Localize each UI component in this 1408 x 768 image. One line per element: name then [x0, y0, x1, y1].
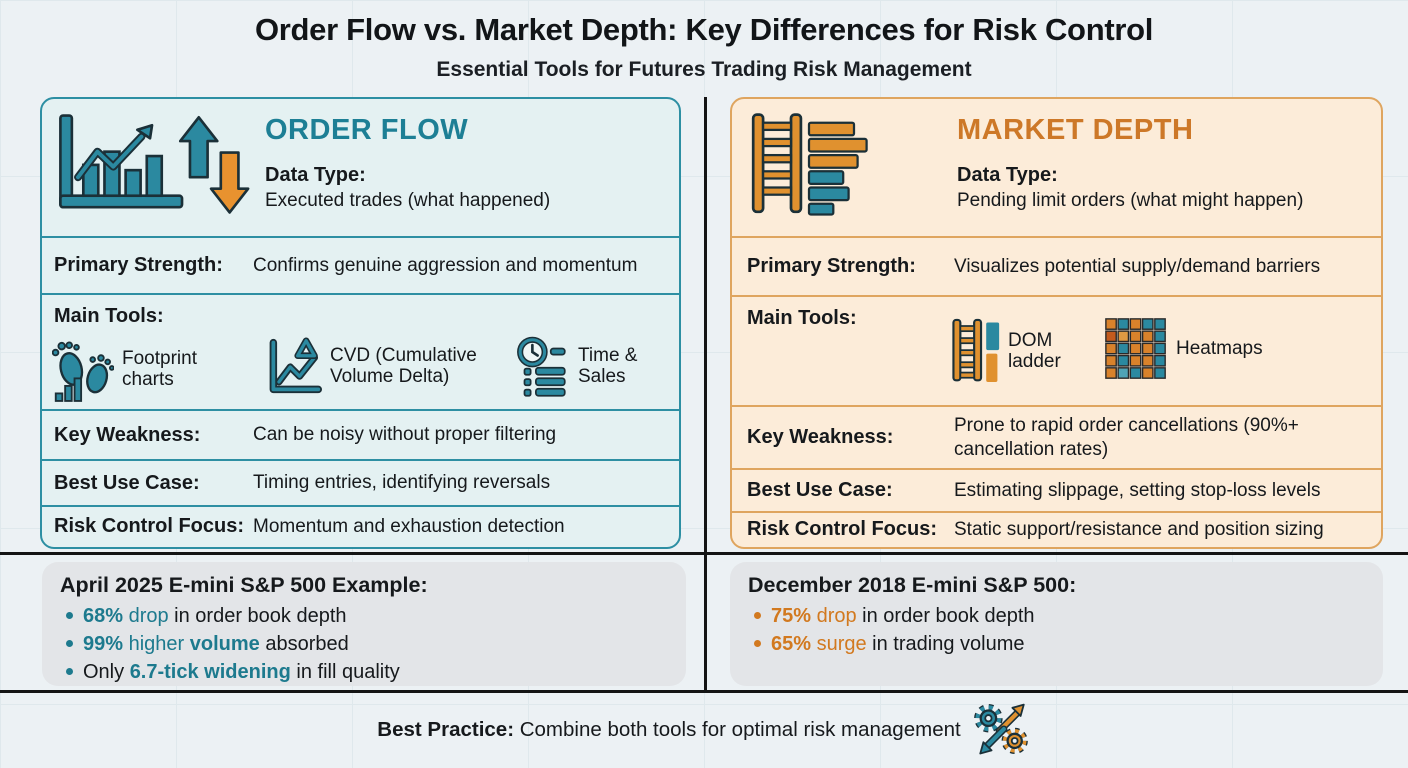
primary-strength-row: Primary Strength: Confirms genuine aggre… [42, 236, 679, 293]
market-depth-header-text: MARKET DEPTH Data Type: Pending limit or… [957, 114, 1303, 212]
horizontal-divider-top [0, 552, 1408, 555]
best-use-case-value: Estimating slippage, setting stop-loss l… [954, 479, 1321, 501]
tool-name: CVD (Cumulative Volume Delta) [330, 344, 477, 387]
best-practice-label: Best Practice: [377, 718, 515, 741]
primary-strength-label: Primary Strength: [747, 255, 916, 277]
page-title: Order Flow vs. Market Depth: Key Differe… [254, 12, 1154, 47]
example-title: April 2025 E-mini S&P 500 Example: [60, 573, 428, 597]
primary-strength-value: Visualizes potential supply/demand barri… [954, 255, 1321, 277]
risk-control-focus-value: Static support/resistance and position s… [954, 518, 1324, 540]
risk-control-focus-label: Risk Control Focus: [54, 515, 245, 537]
example-bullet: Only 6.7-tick widening in fill quality [60, 658, 668, 686]
dom-ladder-icon [952, 318, 1000, 383]
tool-heatmaps: Heatmaps [1104, 317, 1271, 381]
market-depth-header-row: MARKET DEPTH Data Type: Pending limit or… [732, 99, 1381, 236]
main-tools-label: Main Tools: [54, 305, 164, 327]
example-bullet: 99% higher volume absorbed [60, 630, 668, 658]
risk-control-focus-label: Risk Control Focus: [747, 518, 938, 540]
primary-strength-row: Primary Strength: Visualizes potential s… [732, 236, 1381, 295]
tool-name: Time & Sales [578, 344, 638, 387]
key-weakness-label: Key Weakness: [54, 423, 201, 446]
market-depth-panel: MARKET DEPTH Data Type: Pending limit or… [730, 97, 1383, 549]
best-practice-footer: Best Practice: Combine both tools for op… [0, 698, 1408, 762]
main-tools-label: Main Tools: [747, 307, 857, 329]
key-weakness-label: Key Weakness: [747, 426, 894, 448]
best-use-case-label: Best Use Case: [54, 471, 200, 494]
key-weakness-row: Key Weakness: Prone to rapid order cance… [732, 405, 1381, 468]
primary-strength-value: Confirms genuine aggression and momentum [253, 254, 638, 276]
vertical-divider [704, 97, 707, 691]
order-flow-header-text: ORDER FLOW Data Type: Executed trades (w… [265, 114, 550, 212]
tool-cvd: CVD (Cumulative Volume Delta) [264, 335, 500, 397]
example-bullet: 75% drop in order book depth [748, 602, 1365, 630]
data-type-value: Pending limit orders (what might happen) [957, 190, 1304, 211]
trend-chart-with-up-down-arrows-icon [59, 114, 250, 214]
market-depth-example-box: December 2018 E-mini S&P 500: 75% drop i… [730, 562, 1383, 686]
primary-strength-label: Primary Strength: [54, 254, 223, 276]
data-type-value: Executed trades (what happened) [265, 190, 551, 211]
risk-control-focus-row: Risk Control Focus: Static support/resis… [732, 511, 1381, 546]
cvd-line-delta-icon [269, 337, 322, 394]
data-type-label: Data Type: [265, 164, 366, 186]
order-flow-panel: ORDER FLOW Data Type: Executed trades (w… [40, 97, 681, 549]
example-bullet: 65% surge in trading volume [748, 630, 1365, 658]
tool-footprint-charts: Footprint charts [52, 335, 214, 403]
tool-name: Heatmaps [1176, 338, 1263, 360]
tool-time-sales: Time & Sales [514, 335, 648, 397]
footprint-icon [52, 341, 114, 402]
best-use-case-row: Best Use Case: Timing entries, identifyi… [42, 459, 679, 505]
example-bullet: 68% drop in order book depth [60, 602, 668, 630]
best-use-case-row: Best Use Case: Estimating slippage, sett… [732, 468, 1381, 511]
best-practice-text: Best Practice: Combine both tools for op… [377, 718, 961, 741]
data-type-label: Data Type: [957, 164, 1058, 186]
key-weakness-row: Key Weakness: Can be noisy without prope… [42, 409, 679, 459]
risk-control-focus-value: Momentum and exhaustion detection [253, 515, 565, 537]
order-flow-header-row: ORDER FLOW Data Type: Executed trades (w… [42, 99, 679, 236]
main-tools-row: Main Tools: DOM ladder [732, 295, 1381, 405]
clock-list-icon [517, 336, 566, 397]
order-flow-title: ORDER FLOW [265, 114, 469, 146]
market-depth-title: MARKET DEPTH [957, 114, 1194, 146]
risk-control-focus-row: Risk Control Focus: Momentum and exhaust… [42, 505, 679, 546]
tool-name: Footprint charts [122, 347, 197, 390]
tool-dom-ladder: DOM ladder [950, 313, 1070, 389]
best-use-case-value: Timing entries, identifying reversals [253, 472, 551, 494]
order-flow-example-box: April 2025 E-mini S&P 500 Example: 68% d… [42, 562, 686, 686]
key-weakness-value: Can be noisy without proper filtering [253, 424, 557, 446]
page-subtitle: Essential Tools for Futures Trading Risk… [436, 58, 972, 81]
horizontal-divider-bottom [0, 690, 1408, 693]
bullet-dot-icon [66, 668, 73, 675]
ladder-depth-bars-icon [751, 113, 868, 216]
tool-name: DOM ladder [1008, 329, 1061, 372]
bullet-dot-icon [66, 612, 73, 619]
gears-exchange-arrows-icon [973, 703, 1028, 755]
bullet-dot-icon [754, 640, 761, 647]
bullet-dot-icon [754, 612, 761, 619]
key-weakness-value: Prone to rapid order cancellations (90%+… [954, 415, 1299, 460]
example-title: December 2018 E-mini S&P 500: [748, 573, 1077, 597]
bullet-dot-icon [66, 640, 73, 647]
heatmap-grid-icon [1105, 318, 1166, 379]
best-use-case-label: Best Use Case: [747, 479, 893, 501]
main-tools-row: Main Tools: [42, 293, 679, 409]
